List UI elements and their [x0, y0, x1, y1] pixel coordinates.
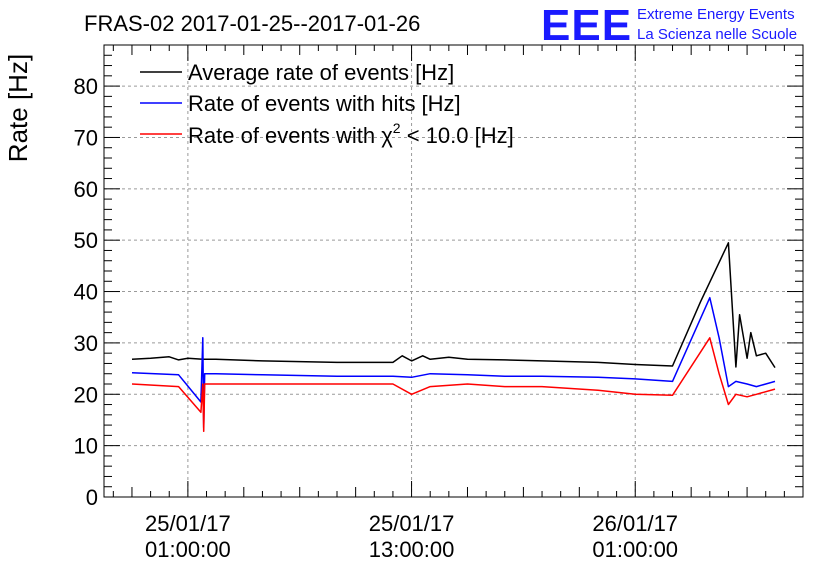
y-tick-label: 20: [74, 382, 98, 407]
x-axis-ticks: 25/01/1701:00:0025/01/1713:00:0026/01/17…: [112, 45, 804, 562]
x-tick-label-time: 13:00:00: [369, 537, 455, 562]
series-lines: [131, 242, 776, 433]
x-tick-label-date: 26/01/17: [592, 511, 678, 536]
x-tick-label-time: 01:00:00: [592, 537, 678, 562]
legend: Average rate of events [Hz] Rate of even…: [140, 60, 514, 148]
legend-label-chi2: Rate of events with χ2 < 10.0 [Hz]: [188, 120, 514, 148]
eee-logo-line1: Extreme Energy Events: [637, 6, 795, 23]
y-axis-label: Rate [Hz]: [3, 54, 33, 162]
series-line-2: [131, 337, 776, 433]
grid-lines: [104, 45, 803, 497]
x-tick-label-date: 25/01/17: [369, 511, 455, 536]
y-tick-label: 0: [86, 485, 98, 510]
y-tick-label: 60: [74, 177, 98, 202]
eee-logo: EEE Extreme Energy Events La Scienza nel…: [541, 1, 797, 50]
series-line-0: [131, 242, 776, 369]
y-tick-label: 30: [74, 331, 98, 356]
x-tick-label-date: 25/01/17: [145, 511, 231, 536]
legend-label-average: Average rate of events [Hz]: [188, 60, 454, 85]
y-tick-label: 70: [74, 125, 98, 150]
y-tick-label: 50: [74, 228, 98, 253]
eee-logo-line2: La Scienza nelle Scuole: [637, 26, 797, 43]
x-tick-label-time: 01:00:00: [145, 537, 231, 562]
y-tick-label: 40: [74, 280, 98, 305]
y-tick-label: 10: [74, 434, 98, 459]
legend-label-hits: Rate of events with hits [Hz]: [188, 91, 461, 116]
y-tick-label: 80: [74, 74, 98, 99]
eee-logo-mark: EEE: [541, 1, 632, 50]
series-line-1: [131, 296, 776, 429]
y-axis-ticks: 0 10 20 30 40 50 60 70 80: [74, 44, 803, 510]
chart-title: FRAS-02 2017-01-25--2017-01-26: [84, 11, 420, 36]
